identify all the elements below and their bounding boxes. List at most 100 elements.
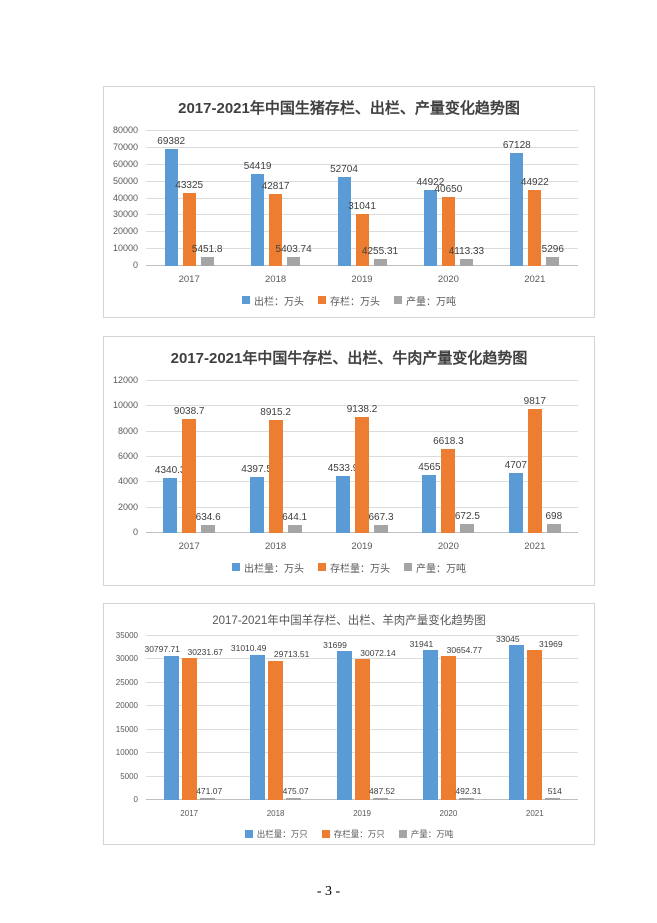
gridline [146,405,578,407]
legend-label: 产量：万吨 [406,296,456,308]
x-axis-label: 2020 [437,540,459,552]
legend-item: 存栏量：万头 [318,560,390,575]
bar-2017-series0 [163,655,179,800]
bar-2021-series1 [528,190,542,266]
bar-2017-series0 [164,148,178,266]
bar-2020-series0 [422,475,437,533]
x-axis-label: 2019 [353,809,371,818]
y-axis-tick: 10000 [112,243,138,254]
chart-title: 2017-2021年中国生猪存栏、出栏、产量变化趋势图 [178,100,520,117]
bar-2018-series0 [251,174,265,266]
data-label: 29713.51 [273,649,310,660]
data-label: 52704 [330,164,358,176]
data-label: 31941 [409,638,434,649]
data-label: 5451.8 [191,243,223,255]
bar-2019-series2 [373,258,387,266]
legend-swatch-icon [318,296,326,304]
bar-2019-series0 [336,475,350,533]
data-label: 5403.74 [275,243,312,255]
legend-swatch-icon [394,296,402,304]
y-axis-tick: 40000 [112,192,138,203]
data-label: 69382 [157,135,186,147]
page-number: - 3 - [316,884,341,899]
gridline [146,658,578,660]
y-axis-tick: 20000 [115,701,138,711]
gridline [146,130,578,131]
x-axis-label: 2019 [351,540,373,552]
y-axis-tick: 50000 [112,175,138,186]
x-axis-label: 2018 [265,540,287,552]
data-label: 9038.7 [173,405,205,417]
bar-2017-series0 [163,478,178,533]
legend-label: 存栏：万头 [330,296,380,308]
y-axis-tick: 80000 [112,125,138,135]
y-axis-tick: 10000 [115,748,138,758]
bar-2019-series0 [337,177,351,266]
y-axis-tick: 35000 [115,631,138,640]
plot-area: 4340.3 9038.7 634.6 4397.5 8915.2 644.1 4533.9… [146,380,578,533]
y-axis-tick: 0 [132,527,138,537]
y-axis-tick: 6000 [117,451,138,461]
plot-area: 69382 43325 5451.8 54419 42817 5403.74 52704 31… [146,130,578,266]
bar-2021-series0 [508,473,523,533]
y-axis-tick: 12000 [112,375,138,385]
data-label: 31010.49 [230,643,267,654]
gridline [146,197,578,199]
bar-2018-series0 [249,477,264,533]
x-axis-label: 2021 [524,540,546,552]
bar-2020-series2 [459,259,473,266]
y-axis-tick: 2000 [117,501,138,512]
x-axis-label: 2017 [178,273,200,285]
y-axis-tick: 15000 [115,724,138,734]
legend-item: 产量：万吨 [398,828,454,840]
data-label: 42817 [261,180,290,192]
data-label: 30072.14 [360,647,396,658]
chart-legend: 出栏：万头 存栏：万头 产量：万吨 [104,288,594,312]
legend-swatch-icon [232,563,240,571]
x-axis-label: 2018 [266,809,285,818]
y-axis-tick: 30000 [112,209,138,220]
bar-2020-series0 [422,650,438,800]
bar-2018-series0 [250,654,266,800]
data-label: 4565 [418,462,441,474]
data-label: 4255.31 [361,245,399,257]
bar-2019-series2 [372,797,388,800]
data-label: 9817 [523,395,546,407]
bar-2021-series1 [527,650,543,800]
data-label: 514 [547,786,562,797]
bar-2020-series1 [441,197,455,266]
y-axis-tick: 5000 [120,771,138,781]
data-label: 30654.77 [446,644,483,655]
gridline [146,163,578,165]
chart-plot: 4340.3 9038.7 634.6 4397.5 8915.2 644.1 4533.9… [104,373,594,555]
bar-2017-series1 [182,192,196,266]
sheep-trend-chart: 2017-2021年中国羊存栏、出栏、羊肉产量变化趋势图 30797.71 302… [103,603,595,845]
y-axis-tick: 60000 [112,158,138,169]
legend-swatch-icon [404,563,412,571]
legend-item: 产量：万吨 [394,293,456,308]
bar-2017-series2 [201,524,216,533]
data-label: 67128 [502,139,531,151]
data-label: 634.6 [195,511,221,523]
x-axis-label: 2017 [180,809,199,818]
bar-2019-series2 [374,524,388,533]
y-axis-tick: 25000 [115,677,138,687]
legend-item: 出栏：万头 [242,293,304,308]
chart-legend: 出栏量：万只 存栏量：万只 产量：万吨 [104,822,594,846]
data-label: 54419 [243,161,272,173]
bar-2018-series2 [287,256,301,266]
legend-item: 存栏量：万只 [321,828,385,840]
data-label: 4113.33 [448,246,485,258]
data-label: 9138.2 [346,404,378,416]
gridline [146,380,578,381]
bar-2018-series1 [268,660,284,800]
legend-label: 出栏量：万头 [244,563,304,575]
data-label: 30797.71 [144,644,180,655]
legend-label: 产量：万吨 [410,829,454,839]
legend-swatch-icon [321,830,330,838]
bar-2018-series2 [286,797,302,800]
data-label: 6618.3 [433,436,464,448]
chart-plot: 69382 43325 5451.8 54419 42817 5403.74 52704 31… [104,123,594,288]
x-axis-label: 2020 [439,809,458,818]
x-axis-label: 2019 [351,273,373,285]
